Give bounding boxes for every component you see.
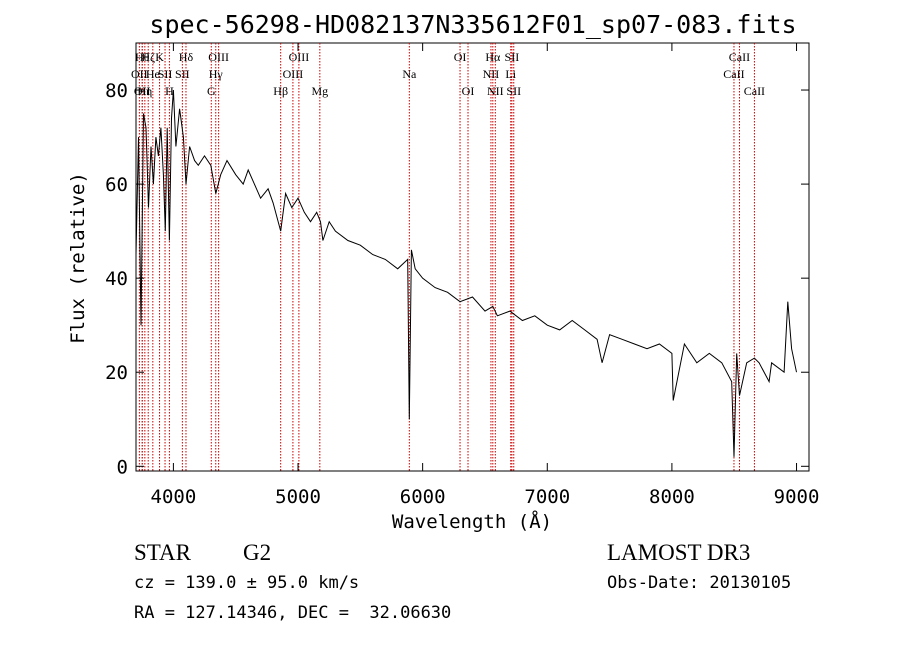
- y-tick-label-3: 60: [105, 174, 128, 196]
- chart-title: spec-56298-HD082137N335612F01_sp07-083.f…: [149, 10, 796, 39]
- line-marker-label-18: Na: [402, 67, 417, 81]
- line-marker-label-4: Hζ: [141, 50, 155, 64]
- plot-frame: [135, 42, 810, 472]
- line-marker-label-3: Hη: [137, 84, 152, 98]
- line-marker-label-13: OIII: [208, 50, 229, 64]
- line-markers: [138, 43, 755, 471]
- x-tick-label-1: 5000: [275, 486, 321, 508]
- line-marker-label-28: CaII: [729, 50, 750, 64]
- redshift-text: cz = 139.0 ± 95.0 km/s: [134, 573, 360, 593]
- line-marker-label-25: SII: [505, 50, 520, 64]
- survey-name: LAMOST DR3: [607, 540, 751, 565]
- line-marker-label-0: OII: [131, 67, 148, 81]
- line-marker-label-21: NII: [483, 67, 500, 81]
- line-marker-label-1: Hθ: [135, 50, 150, 64]
- line-marker-label-14: Hβ: [273, 84, 288, 98]
- line-marker-label-10: SII: [175, 67, 190, 81]
- line-marker-label-26: SII: [506, 84, 521, 98]
- coordinates-text: RA = 127.14346, DEC = 32.06630: [134, 603, 452, 623]
- x-tick-label-4: 8000: [649, 486, 695, 508]
- line-marker-labels: OIIHθOIIHηHζHeKSIIHHδSIIGHγOIIIHβOIIIOII…: [131, 50, 765, 98]
- x-tick-label-2: 6000: [400, 486, 446, 508]
- spectrum-line: [135, 89, 797, 457]
- obs-date-text: Obs-Date: 20130105: [607, 573, 792, 593]
- line-marker-label-20: OI: [462, 84, 475, 98]
- y-axis-label: Flux (relative): [67, 172, 89, 344]
- line-marker-label-27: CaII: [723, 67, 744, 81]
- line-marker-label-24: Li: [505, 67, 516, 81]
- x-tick-label-0: 4000: [151, 486, 197, 508]
- object-subclass: G2: [243, 540, 272, 565]
- line-marker-label-15: OIII: [283, 67, 304, 81]
- line-marker-label-12: Hγ: [209, 67, 224, 81]
- x-tick-label-3: 7000: [524, 486, 570, 508]
- line-marker-label-22: Hα: [485, 50, 501, 64]
- line-marker-label-23: NII: [487, 84, 504, 98]
- x-axis-label: Wavelength (Å): [392, 510, 552, 533]
- y-axis-ticks: 0 20 40 60 80: [105, 80, 809, 478]
- line-marker-label-19: OI: [454, 50, 467, 64]
- line-marker-label-29: CaII: [744, 84, 765, 98]
- x-axis-ticks: 4000 5000 6000 7000 8000 9000: [151, 43, 820, 508]
- line-marker-label-17: Mg: [311, 84, 328, 98]
- line-marker-label-16: OIII: [289, 50, 310, 64]
- line-marker-label-2: OII: [134, 84, 151, 98]
- line-marker-label-6: K: [155, 50, 164, 64]
- line-marker-label-8: H: [165, 84, 174, 98]
- y-tick-label-4: 80: [105, 80, 128, 102]
- line-marker-label-5: He: [146, 67, 160, 81]
- y-tick-label-0: 0: [117, 456, 128, 478]
- line-marker-label-11: G: [207, 84, 216, 98]
- line-marker-label-7: SII: [158, 67, 173, 81]
- x-tick-label-5: 9000: [774, 486, 820, 508]
- object-class: STAR: [134, 540, 191, 565]
- y-tick-label-1: 20: [105, 362, 128, 384]
- y-tick-label-2: 40: [105, 268, 128, 290]
- line-marker-label-9: Hδ: [179, 50, 194, 64]
